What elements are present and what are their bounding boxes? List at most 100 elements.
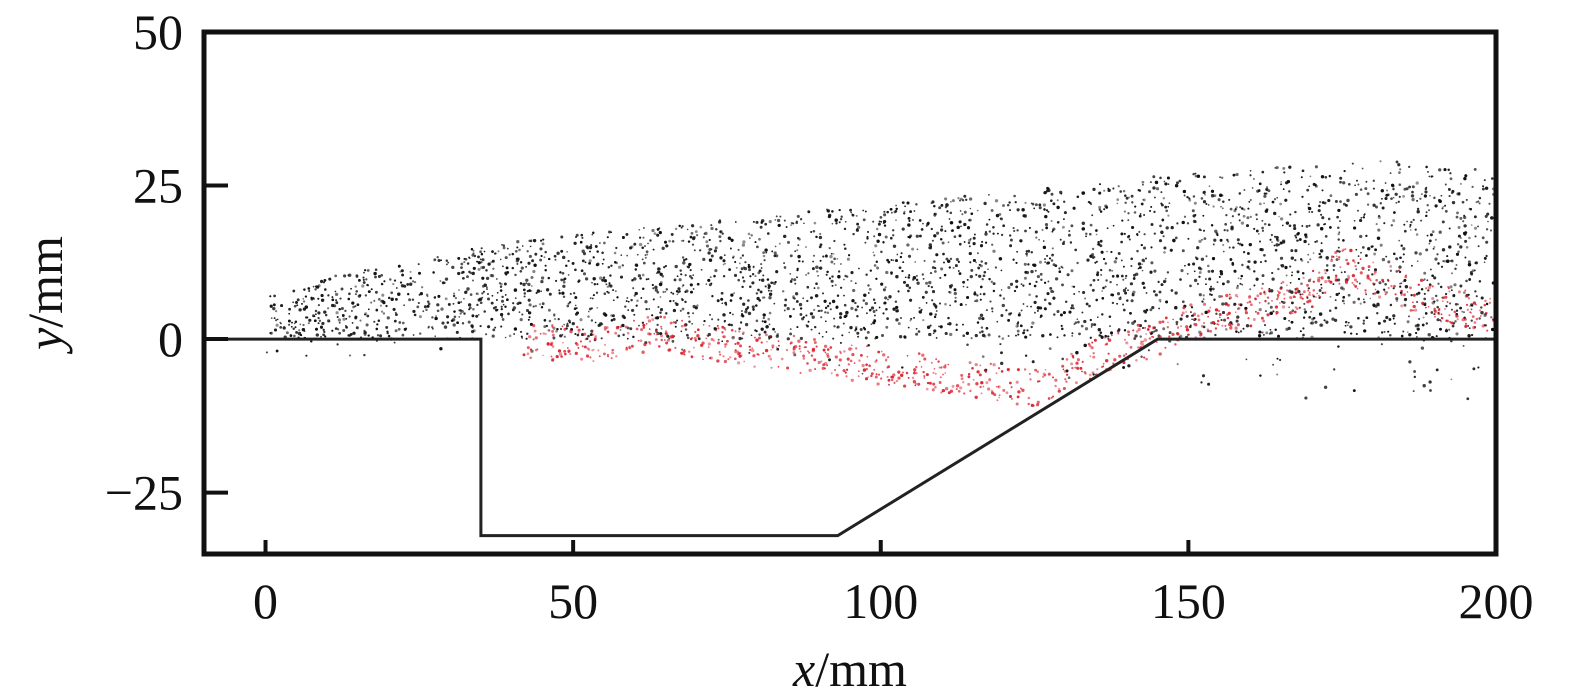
particle-point	[710, 248, 713, 251]
particle-point	[928, 280, 932, 285]
particle-point	[934, 306, 938, 309]
particle-point	[304, 295, 307, 298]
particle-point	[1063, 211, 1067, 215]
particle-point	[792, 307, 795, 311]
particle-point	[1163, 280, 1166, 284]
particle-point	[898, 266, 902, 270]
particle-point	[1109, 280, 1112, 284]
particle-point	[1170, 226, 1174, 230]
particle-point	[764, 222, 768, 226]
particle-point	[831, 284, 834, 287]
particle-point	[1202, 229, 1206, 232]
particle-point	[1186, 272, 1189, 275]
particle-point	[580, 233, 584, 237]
particle-point	[426, 295, 429, 298]
particle-point	[431, 316, 434, 319]
particle-point	[901, 227, 905, 231]
particle-point	[274, 309, 278, 313]
particle-point	[840, 215, 843, 218]
particle-point	[1301, 225, 1304, 227]
particle-point	[980, 326, 984, 329]
particle-point	[559, 327, 563, 331]
particle-point	[897, 322, 901, 326]
particle-point	[955, 328, 958, 331]
particle-point	[1297, 232, 1300, 235]
particle-point	[280, 304, 284, 308]
particle-point	[1251, 187, 1254, 189]
particle-point	[815, 282, 818, 286]
particle-point	[512, 306, 517, 310]
particle-point	[1366, 203, 1370, 206]
particle-point	[566, 250, 569, 253]
particle-point	[1477, 366, 1480, 369]
particle-point	[338, 331, 341, 335]
particle-point	[978, 316, 982, 320]
particle-point	[1120, 240, 1123, 244]
particle-point	[674, 325, 677, 328]
particle-point	[1327, 198, 1331, 203]
particle-point	[1392, 314, 1396, 318]
particle-point	[1433, 276, 1437, 280]
particle-point	[1136, 249, 1139, 253]
particle-point	[1359, 218, 1363, 223]
particle-point	[918, 310, 922, 314]
particle-point	[892, 244, 897, 248]
particle-point	[1416, 200, 1418, 202]
particle-point	[828, 302, 832, 305]
particle-point	[1302, 333, 1305, 337]
particle-point	[1198, 266, 1201, 270]
particle-point	[728, 268, 731, 271]
particle-point	[350, 309, 353, 312]
particle-point	[1399, 168, 1402, 171]
particle-point	[1084, 327, 1089, 331]
particle-point	[1393, 322, 1396, 325]
particle-point	[413, 310, 416, 313]
particle-point	[981, 278, 984, 281]
particle-point	[1279, 241, 1283, 245]
particle-point	[348, 315, 351, 318]
particle-point	[1060, 265, 1063, 268]
particle-point	[1381, 257, 1386, 262]
particle-point	[792, 222, 795, 225]
particle-point	[1379, 160, 1382, 163]
particle-point	[507, 312, 510, 316]
particle-point	[407, 293, 410, 296]
particle-point	[1473, 167, 1477, 171]
particle-point	[681, 285, 684, 288]
particle-point	[731, 313, 734, 316]
particle-point	[1310, 321, 1314, 325]
particle-point	[1450, 378, 1453, 381]
particle-point	[1288, 224, 1292, 228]
particle-point	[336, 328, 340, 331]
particle-point	[1105, 279, 1108, 282]
particle-point	[1219, 193, 1223, 197]
particle-point	[1123, 329, 1127, 332]
particle-point	[1154, 180, 1159, 185]
particle-point	[324, 288, 327, 291]
particle-point	[1342, 239, 1345, 242]
particle-point	[1192, 262, 1196, 266]
particle-point	[996, 320, 999, 323]
particle-point	[379, 334, 383, 338]
particle-point	[1167, 205, 1170, 208]
particle-point	[1207, 204, 1210, 206]
particle-point	[1009, 234, 1012, 237]
particle-point	[719, 230, 722, 233]
particle-point	[615, 246, 618, 250]
particle-point	[471, 279, 475, 282]
particle-point	[1103, 189, 1106, 192]
particle-point	[751, 305, 755, 309]
particle-point	[890, 236, 893, 240]
particle-point	[1022, 331, 1025, 335]
particle-point	[711, 318, 714, 321]
particle-point	[768, 296, 772, 300]
particle-point	[1043, 258, 1047, 261]
particle-point	[1276, 238, 1278, 241]
particle-point	[1154, 293, 1159, 297]
particle-point	[1056, 220, 1060, 224]
particle-point	[819, 243, 823, 247]
particle-point	[1149, 270, 1153, 274]
particle-point	[770, 289, 773, 292]
particle-point	[678, 224, 681, 228]
particle-point	[588, 245, 593, 250]
